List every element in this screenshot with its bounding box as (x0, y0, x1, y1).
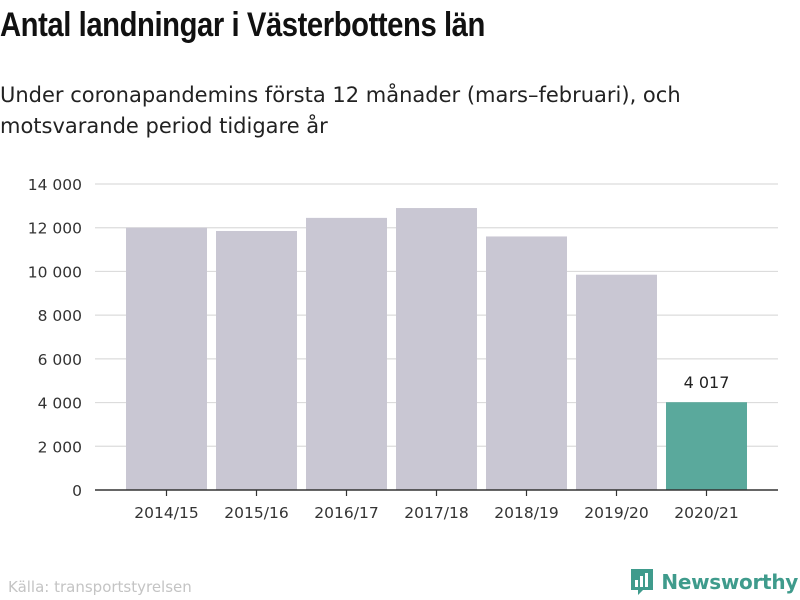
brand-logo: Newsworthy (629, 568, 798, 596)
data-label: 4 017 (684, 373, 730, 392)
y-tick-label: 6 000 (38, 351, 82, 369)
x-tick-label: 2020/21 (674, 504, 738, 522)
bar-2014-15 (126, 227, 207, 490)
chart-title: Antal landningar i Västerbottens län (0, 6, 485, 44)
bar-2017-18 (396, 208, 477, 491)
source-note: Källa: transportstyrelsen (8, 578, 192, 596)
bar-2019-20 (576, 274, 657, 490)
x-tick-label: 2016/17 (314, 504, 378, 522)
y-tick-label: 8 000 (38, 307, 82, 325)
y-tick-label: 12 000 (28, 220, 82, 238)
bar-2016-17 (306, 217, 387, 490)
bar-2020-21 (666, 402, 747, 490)
bar-2015-16 (216, 230, 297, 490)
brand-name: Newsworthy (661, 570, 798, 594)
y-tick-label: 14 000 (28, 176, 82, 194)
chart-subtitle: Under coronapandemins första 12 månader … (0, 83, 681, 138)
x-tick-label: 2018/19 (494, 504, 558, 522)
y-tick-label: 4 000 (38, 395, 82, 413)
bar-2018-19 (486, 236, 567, 490)
bar-chart-badge-icon (631, 569, 654, 595)
y-tick-label: 2 000 (38, 438, 82, 456)
y-tick-label: 10 000 (28, 263, 82, 281)
x-tick-label: 2017/18 (404, 504, 468, 522)
x-tick-label: 2015/16 (224, 504, 288, 522)
x-tick-label: 2014/15 (134, 504, 198, 522)
x-tick-label: 2019/20 (584, 504, 648, 522)
y-tick-label: 0 (72, 482, 82, 500)
